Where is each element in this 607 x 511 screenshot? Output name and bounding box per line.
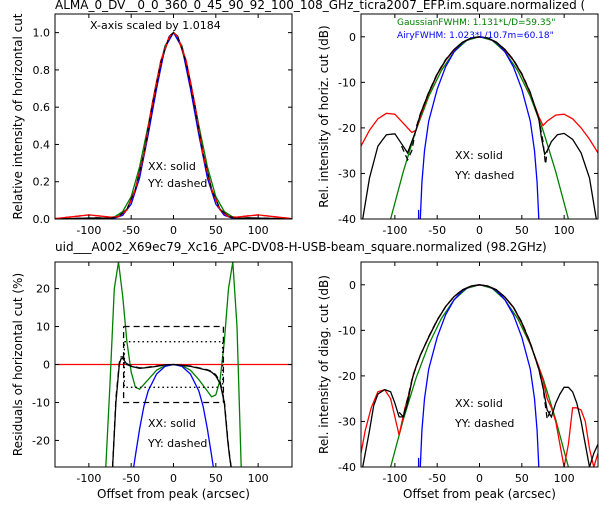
- series-p1-4: [55, 31, 292, 219]
- figure-title-top: ALMA_0_DV__0_0_360_0_45_90_92_100_108_GH…: [55, 0, 585, 12]
- series-p1-5: [55, 31, 292, 219]
- x-tick-label: -100: [76, 224, 101, 237]
- x-tick-label: 50: [209, 224, 223, 237]
- annotation: YY: dashed: [147, 437, 207, 450]
- x-tick-label: 100: [554, 472, 575, 485]
- x-tick-label: 50: [209, 472, 223, 485]
- x-tick-label: -50: [122, 224, 140, 237]
- x-tick-label: 100: [248, 472, 269, 485]
- y-tick-label: 0: [349, 279, 356, 292]
- series-p1-3: [55, 31, 292, 219]
- x-tick-label: 100: [554, 224, 575, 237]
- y-tick-label: 20: [36, 283, 50, 296]
- y-tick-label: 10: [36, 321, 50, 334]
- series-p4-6: [398, 284, 553, 420]
- series-p4-4: [361, 284, 598, 467]
- x-tick-label: -100: [382, 224, 407, 237]
- y-tick-label: -30: [338, 415, 356, 428]
- series-p3-5: [111, 356, 232, 467]
- y-tick-label: -40: [338, 461, 356, 474]
- series-p1-1: [55, 31, 292, 219]
- x-tick-label: 100: [248, 224, 269, 237]
- x-tick-label: 0: [476, 472, 483, 485]
- series-p1-6: [55, 31, 292, 219]
- y-tick-label: 0: [349, 31, 356, 44]
- series-p3-7: [123, 341, 224, 388]
- x-tick-label: 50: [515, 224, 529, 237]
- annotation: YY: dashed: [454, 169, 514, 182]
- x-tick-label: -100: [76, 472, 101, 485]
- y-axis-label: Relative intensity of horizontal cut: [11, 13, 25, 219]
- y-axis-label: Rel. intensity of diag. cut (dB): [317, 275, 331, 454]
- series-p2-5: [362, 36, 597, 219]
- annotation: YY: dashed: [147, 177, 207, 190]
- x-tick-label: -50: [122, 472, 140, 485]
- series-p2-2: [419, 36, 540, 219]
- annotation: XX: solid: [455, 149, 503, 162]
- plot-frame-p4: [360, 261, 599, 468]
- x-tick-label: 0: [170, 224, 177, 237]
- y-tick-label: 0.2: [33, 176, 51, 189]
- x-tick-label: -100: [382, 472, 407, 485]
- x-tick-label: 50: [515, 472, 529, 485]
- y-tick-label: -20: [338, 370, 356, 383]
- y-tick-label: -20: [32, 434, 50, 447]
- y-tick-label: -10: [32, 396, 50, 409]
- series-p3-4: [111, 357, 232, 467]
- y-tick-label: 0.4: [33, 138, 51, 151]
- annotation: XX: solid: [148, 417, 196, 430]
- series-p3-6: [122, 325, 225, 404]
- x-axis-label: Offset from peak (arcsec): [403, 487, 556, 501]
- annotation: XX: solid: [455, 397, 503, 410]
- y-tick-label: -30: [338, 167, 356, 180]
- figure-title-middle: uid___A002_X69ec79_Xc16_APC-DV08-H-USB-b…: [55, 240, 547, 254]
- y-tick-label: 0.6: [33, 101, 51, 114]
- series-p4-2: [419, 284, 540, 467]
- annotation: XX: solid: [148, 160, 196, 173]
- y-tick-label: -10: [338, 76, 356, 89]
- y-tick-label: 0.8: [33, 64, 51, 77]
- x-tick-label: -50: [428, 472, 446, 485]
- series-p3-3: [133, 363, 214, 467]
- y-axis-label: Residuals of horizontal cut (%): [11, 273, 25, 456]
- series-p2-6: [401, 36, 548, 165]
- y-tick-label: -40: [338, 213, 356, 226]
- series-p1-2: [109, 31, 238, 219]
- x-tick-label: -50: [428, 224, 446, 237]
- panel-1: -100 -50 0 50 100 0.0 0.2 0.4 0.6 0.8 1.0 Relative …: [11, 13, 293, 237]
- annotation: X-axis scaled by 1.0184: [90, 19, 221, 32]
- legend-entry: GaussianFWHM: 1.131*L/D=59.35": [397, 18, 555, 28]
- legend-entry: AiryFWHM: 1.023*L/10.7m=60.18": [397, 31, 554, 41]
- x-tick-label: 0: [170, 472, 177, 485]
- x-axis-label: Offset from peak (arcsec): [97, 487, 250, 501]
- y-tick-label: 0.0: [33, 213, 51, 226]
- y-tick-label: -20: [338, 122, 356, 135]
- x-tick-label: 0: [476, 224, 483, 237]
- y-tick-label: 0: [43, 359, 50, 372]
- y-axis-label: Rel. intensity of horiz. cut (dB): [317, 25, 331, 207]
- y-tick-label: -10: [338, 324, 356, 337]
- annotation: YY: dashed: [454, 417, 514, 430]
- y-tick-label: 1.0: [33, 27, 51, 40]
